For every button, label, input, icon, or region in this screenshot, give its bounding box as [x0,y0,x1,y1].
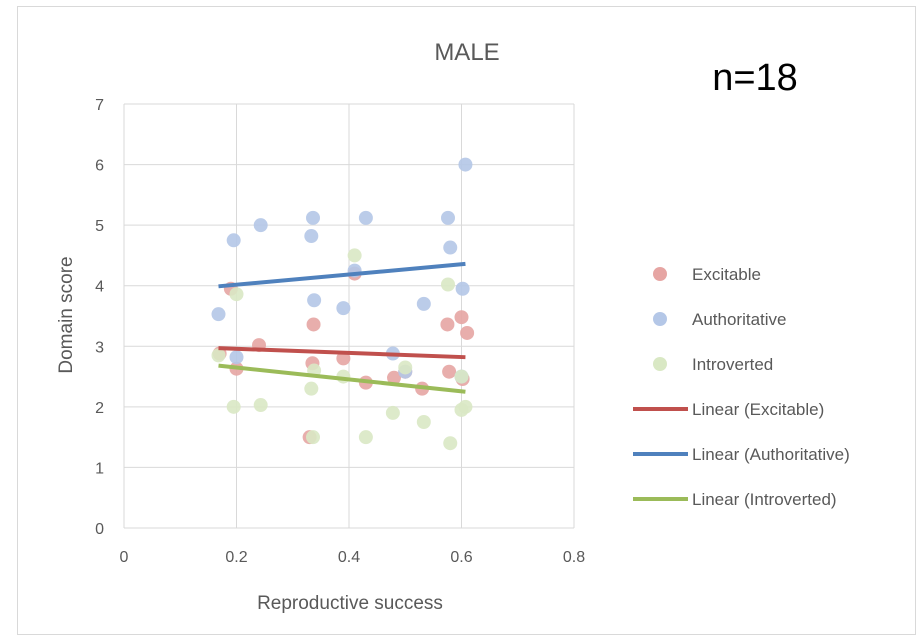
data-point [336,301,351,316]
legend: Excitable Authoritative Introverted Linear … [633,265,850,509]
data-point [306,317,321,332]
data-point [454,369,469,384]
data-point [347,248,362,263]
x-tick-label: 0.4 [338,549,360,566]
data-point [460,325,475,340]
data-point [443,436,458,451]
data-point [387,370,401,385]
data-point [454,310,469,325]
gridlines [124,103,575,528]
data-point [385,405,400,420]
trendline [218,346,466,360]
legend-marker [653,267,667,281]
data-point [211,307,226,322]
y-tick-label: 1 [95,460,104,477]
data-point [306,430,320,445]
legend-label: Introverted [692,355,773,374]
data-point [306,210,320,225]
legend-label: Excitable [692,265,761,284]
data-points [211,157,475,451]
y-tick-label: 2 [95,400,104,417]
data-point [253,398,268,413]
x-tick-label: 0.8 [563,549,585,566]
legend-label: Linear (Excitable) [692,400,824,419]
data-point [398,360,413,375]
axis-labels: MALE n=18 Reproductive success Domain sc… [56,39,798,614]
x-tick-label: 0 [120,549,129,566]
trendline [218,261,466,289]
data-point [455,281,470,296]
data-point [336,351,351,366]
axes: 0 1 2 3 4 5 6 7 0 0.2 0.4 0.6 0.8 [95,97,585,566]
data-point [416,415,431,429]
legend-label: Linear (Authoritative) [692,445,850,464]
trendline [218,363,466,394]
data-point [304,229,319,244]
data-point [458,157,473,172]
data-point [358,430,373,445]
x-axis-title: Reproductive success [257,593,443,614]
legend-label: Authoritative [692,310,787,329]
y-tick-label: 6 [95,158,104,175]
data-point [440,317,455,332]
trendlines [218,261,466,394]
data-point [441,210,455,225]
y-tick-label: 7 [95,97,104,114]
x-tick-label: 0.6 [450,549,472,566]
data-point [441,277,455,292]
data-point [442,364,457,379]
data-point [358,210,373,225]
y-tick-label: 3 [95,339,104,356]
data-point [226,399,241,414]
data-point [304,381,319,396]
data-point [253,218,268,233]
x-tick-label: 0.2 [225,549,247,566]
data-point [211,348,226,363]
legend-marker [653,312,667,326]
y-tick-label: 0 [95,521,104,538]
legend-marker [653,357,667,371]
data-point [229,287,244,302]
data-point [307,293,322,308]
y-tick-label: 5 [95,218,104,235]
legend-label: Linear (Introverted) [692,490,837,509]
sample-size-annotation: n=18 [712,57,798,99]
data-point [458,399,473,414]
data-point [226,233,241,248]
chart-title: MALE [434,39,499,66]
data-point [443,240,458,255]
series-introverted [211,248,473,451]
y-tick-label: 4 [95,279,104,296]
data-point [229,350,244,365]
y-axis-title: Domain score [56,256,77,373]
data-point [416,296,431,311]
